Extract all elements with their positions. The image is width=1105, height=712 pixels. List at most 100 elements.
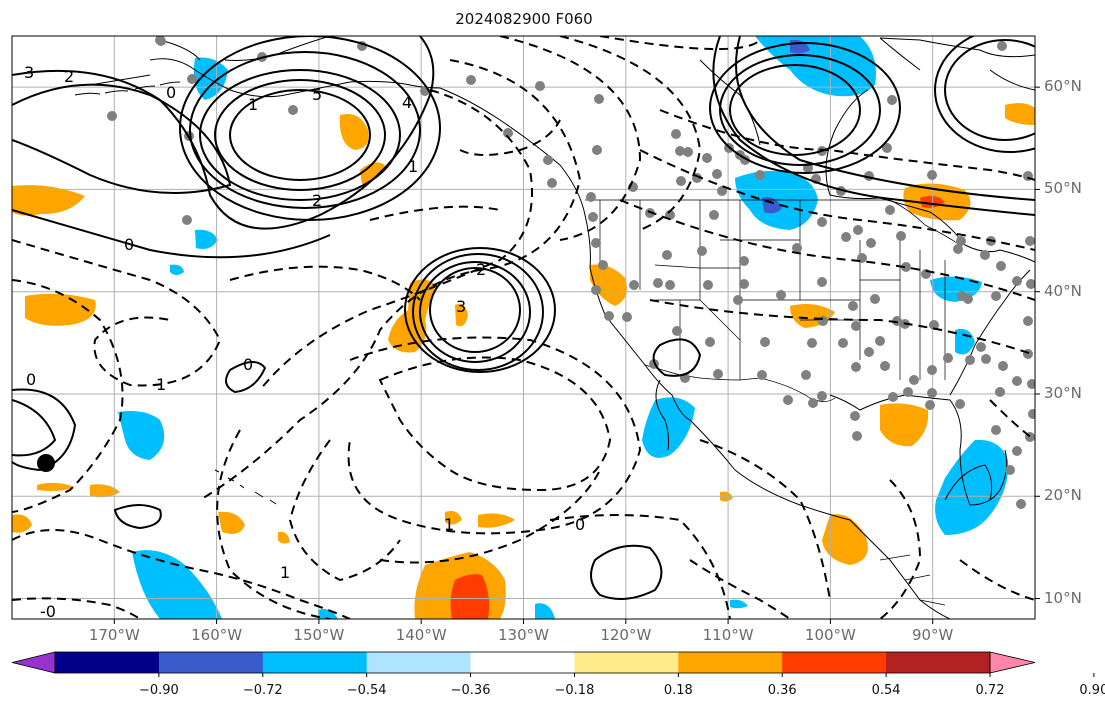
station-dot — [851, 362, 861, 372]
contour-label: 1 — [156, 375, 166, 394]
station-dot — [909, 375, 919, 385]
positive-anomaly-region — [218, 511, 245, 534]
contour-ring — [419, 261, 531, 363]
station-dot — [676, 176, 686, 186]
station-dot — [1025, 236, 1035, 246]
colorbar-segment — [470, 652, 575, 673]
station-dot — [713, 369, 723, 379]
contour-label: 1 — [444, 515, 454, 534]
station-dot — [1012, 446, 1022, 456]
anomaly-shading — [12, 36, 1035, 619]
contour-label: 1 — [280, 563, 290, 582]
negative-anomaly-region — [195, 229, 218, 249]
contour-ring — [719, 54, 881, 166]
contour-label: 1 — [248, 95, 258, 114]
dashed-contour — [879, 479, 922, 619]
station-dot — [1023, 349, 1033, 359]
gulf-of-mexico-coast — [829, 394, 1008, 506]
station-dot — [662, 250, 672, 260]
contour-label: 0 — [26, 370, 36, 389]
negative-anomaly-region — [535, 603, 555, 619]
longitude-label: 170°W — [88, 626, 140, 644]
contour-label: 5 — [312, 85, 322, 104]
colorbar-tick-label: −0.90 — [138, 683, 179, 698]
station-dot — [757, 370, 767, 380]
dashed-contour — [689, 559, 791, 619]
longitude-label: 140°W — [395, 626, 447, 644]
contour-line — [12, 209, 331, 259]
colorbar-segment — [678, 652, 783, 673]
baja-california — [655, 379, 670, 451]
contour-ring — [199, 69, 401, 201]
station-dot — [807, 338, 817, 348]
colorbar-extend-max — [989, 651, 1036, 674]
longitude-label: 100°W — [804, 626, 856, 644]
positive-anomaly-region — [880, 403, 929, 447]
negative-anomaly-region — [193, 57, 228, 100]
storm-center-marker — [37, 454, 55, 472]
colorbar-tick-label: 0.18 — [663, 683, 693, 698]
dashed-contour — [659, 109, 1035, 181]
station-dot — [671, 129, 681, 139]
station-dot — [864, 347, 874, 357]
latitude-label: 10°N — [1044, 588, 1082, 607]
contour-line — [12, 36, 435, 230]
positive-anomaly-region — [1005, 103, 1035, 125]
station-dot — [155, 36, 165, 45]
contour-label: 0 — [166, 83, 176, 102]
station-dot — [547, 178, 557, 188]
station-dot — [996, 261, 1006, 271]
station-dot — [817, 277, 827, 287]
station-dot — [705, 337, 715, 347]
station-dot — [896, 231, 906, 241]
dashed-contour — [12, 279, 124, 513]
positive-anomaly-region — [478, 513, 515, 528]
station-dot — [995, 387, 1005, 397]
station-dot — [929, 320, 939, 330]
station-dot — [927, 388, 937, 398]
colorbar-tick-label: 0.72 — [975, 683, 1005, 698]
dashed-contour — [649, 299, 1035, 356]
station-dot — [927, 365, 937, 375]
contour-line — [113, 504, 162, 530]
west-coast — [439, 87, 951, 619]
station-dot — [653, 278, 663, 288]
station-dot — [733, 295, 743, 305]
station-dot — [1016, 499, 1026, 509]
station-dot — [875, 336, 885, 346]
positive-anomaly-region — [25, 293, 96, 326]
dashed-contour — [229, 265, 421, 301]
contour-line — [12, 83, 232, 194]
contour-ring — [214, 79, 386, 191]
station-dot — [591, 285, 601, 295]
dashed-contour — [639, 149, 1035, 251]
colorbar-extend-min — [11, 651, 56, 674]
station-dot — [543, 155, 553, 165]
station-dot — [712, 169, 722, 179]
station-dot — [976, 342, 986, 352]
contour-label: 4 — [402, 93, 412, 112]
station-dot — [588, 212, 598, 222]
dashed-contour — [12, 529, 351, 619]
contour-line — [712, 36, 1035, 216]
station-dot — [998, 361, 1008, 371]
station-dot — [991, 291, 1001, 301]
central-america-borders — [879, 554, 946, 606]
station-dot — [925, 400, 935, 410]
contour-label: -0 — [40, 602, 56, 621]
negative-anomaly-region — [935, 439, 1009, 535]
station-dot — [739, 256, 749, 266]
longitude-label: 90°W — [911, 626, 954, 644]
negative-anomaly-region — [118, 411, 165, 460]
station-dot — [535, 81, 545, 91]
contour-label: 3 — [456, 297, 466, 316]
station-dot — [885, 205, 895, 215]
dashed-contour — [199, 59, 582, 501]
longitude-label: 120°W — [600, 626, 652, 644]
station-dot — [850, 411, 860, 421]
station-dot — [594, 94, 604, 104]
station-dot — [888, 392, 898, 402]
contour-line — [225, 361, 267, 394]
station-dot — [187, 74, 197, 84]
contour-label: 3 — [24, 63, 34, 82]
